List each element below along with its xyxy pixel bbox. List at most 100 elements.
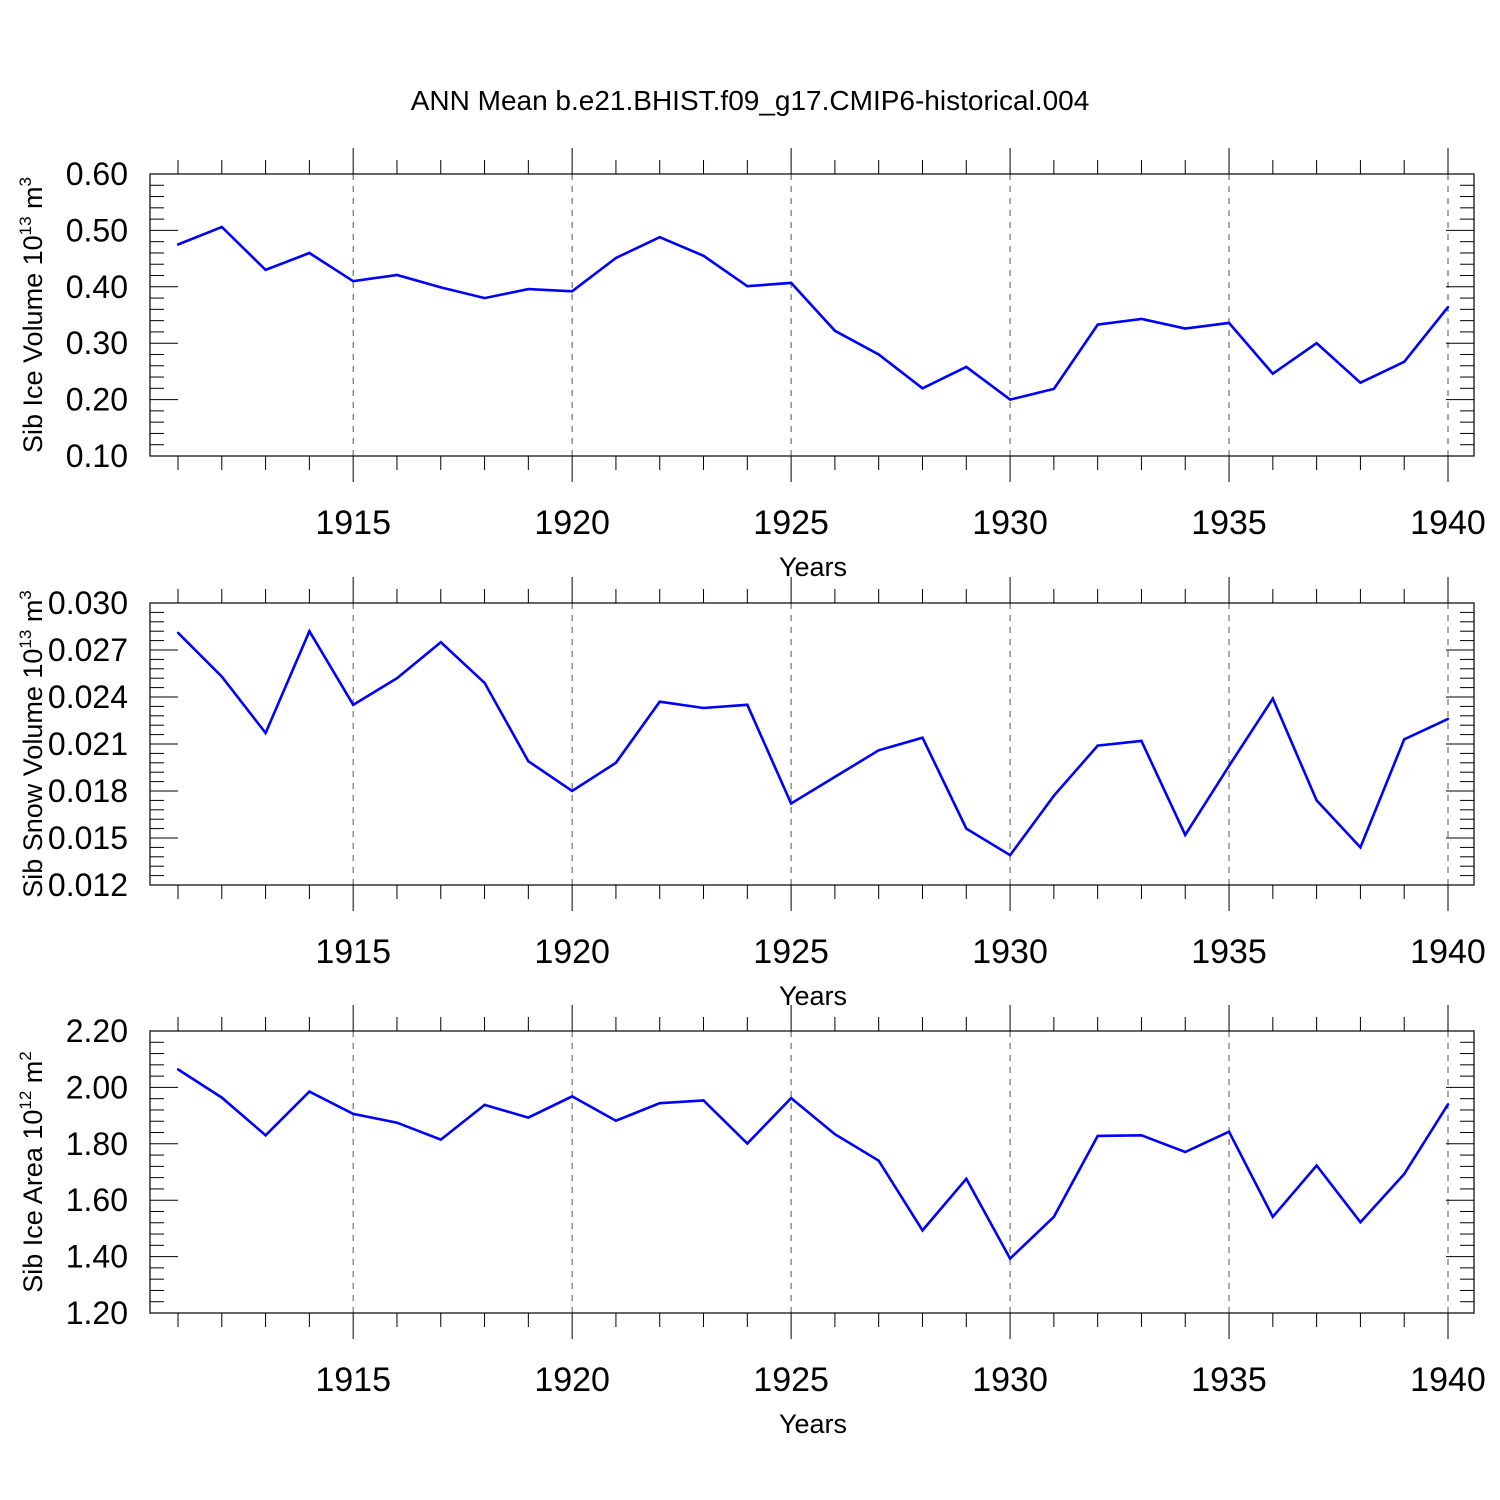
y-label-superscript: 13 [16, 216, 35, 235]
y-label-text: m [18, 600, 48, 630]
data-point-1919 [527, 1116, 530, 1119]
series-line [177, 1068, 1450, 1261]
data-point-1914 [308, 1090, 311, 1093]
panel-2: 1915 1920 1925 1930 1935 1940 0.012 0.015 0.018 0… [16, 577, 1486, 1011]
data-point-1924 [746, 1142, 749, 1145]
x-axis-label: Years [779, 981, 847, 1011]
data-point-1938 [1359, 846, 1362, 849]
data-point-1935 [1227, 1130, 1231, 1133]
y-axis-label: Sib Ice Volume 1013 m3 [16, 177, 48, 453]
y-tick-label: 0.30 [66, 325, 128, 361]
x-axis-label: Years [779, 552, 847, 582]
y-tick-label: 1.60 [66, 1182, 128, 1218]
data-point-1936 [1271, 697, 1275, 700]
data-point-1914 [308, 251, 311, 255]
data-point-1937 [1315, 342, 1318, 345]
data-point-1931 [1052, 387, 1056, 391]
x-tick-label: 1940 [1410, 504, 1486, 542]
x-axis-label: Years [779, 1409, 847, 1439]
y-tick-label: 0.012 [48, 867, 128, 903]
y-tick-label: 0.20 [66, 382, 128, 418]
y-axis-label: Sib Snow Volume 1013 m3 [16, 590, 48, 898]
data-point-1930 [1008, 398, 1012, 401]
x-tick-label: 1930 [972, 504, 1048, 542]
data-point-1921 [614, 761, 618, 764]
data-point-1913 [264, 268, 267, 272]
y-tick-label: 1.80 [66, 1126, 128, 1162]
x-tick-label: 1930 [972, 1361, 1048, 1399]
y-tick-label: 0.015 [48, 820, 128, 856]
data-point-1933 [1140, 317, 1143, 321]
data-point-1927 [877, 1159, 880, 1162]
data-point-1923 [702, 1099, 705, 1102]
data-point-1912 [220, 1096, 223, 1099]
data-point-1933 [1140, 739, 1143, 743]
data-point-1922 [658, 700, 661, 703]
y-label-text: m [18, 186, 48, 216]
x-tick-label: 1935 [1191, 933, 1267, 971]
data-point-1920 [570, 290, 574, 293]
data-point-1931 [1052, 794, 1056, 797]
x-tick-label: 1935 [1191, 1361, 1267, 1399]
data-point-1916 [395, 273, 399, 277]
data-point-1912 [220, 225, 223, 229]
x-tick-label: 1940 [1410, 933, 1486, 971]
data-point-1940 [1446, 305, 1450, 309]
data-point-1939 [1403, 360, 1406, 364]
data-point-1921 [614, 1119, 618, 1122]
data-point-1929 [965, 1177, 968, 1180]
data-point-1926 [833, 775, 837, 779]
data-point-1937 [1315, 1164, 1318, 1167]
data-point-1915 [351, 279, 355, 283]
data-point-1928 [921, 387, 924, 390]
data-point-1914 [308, 630, 311, 633]
y-tick-label: 0.021 [48, 726, 128, 762]
y-label-superscript: 3 [16, 177, 35, 186]
y-axis-label: Sib Ice Area 1012 m2 [16, 1051, 48, 1293]
x-tick-label: 1920 [534, 1361, 610, 1399]
data-point-1915 [351, 1112, 355, 1116]
data-point-1917 [439, 1138, 442, 1141]
data-point-1916 [395, 1121, 399, 1124]
plot-frame [149, 602, 1475, 886]
data-point-1925 [789, 802, 793, 805]
y-tick-label: 1.20 [66, 1295, 128, 1331]
data-point-1930 [1008, 1257, 1012, 1260]
data-point-1924 [746, 285, 749, 288]
y-tick-label: 0.50 [66, 212, 128, 248]
x-tick-label: 1920 [534, 504, 610, 542]
y-tick-label: 0.030 [48, 585, 128, 621]
data-point-1939 [1403, 1172, 1406, 1176]
data-point-1923 [702, 254, 705, 257]
data-point-1919 [527, 760, 530, 763]
plot-frame [149, 173, 1475, 457]
data-point-1934 [1184, 327, 1187, 330]
data-point-1931 [1052, 1215, 1056, 1219]
data-point-1923 [702, 706, 705, 710]
data-point-1936 [1271, 372, 1275, 375]
data-point-1939 [1403, 738, 1406, 741]
data-point-1918 [483, 1103, 486, 1107]
y-tick-label: 2.20 [66, 1013, 128, 1049]
data-point-1925 [789, 281, 793, 285]
data-point-1934 [1184, 833, 1187, 837]
data-point-1935 [1227, 321, 1231, 325]
y-tick-label: 0.10 [66, 438, 128, 474]
y-label-text: m [18, 1061, 48, 1091]
data-point-1927 [877, 353, 880, 356]
data-point-1911 [176, 243, 180, 246]
y-tick-label: 2.00 [66, 1069, 128, 1105]
data-point-1922 [658, 235, 661, 239]
data-point-1932 [1096, 323, 1099, 326]
x-tick-label: 1925 [753, 504, 829, 542]
y-tick-label: 0.018 [48, 773, 128, 809]
y-label-superscript: 3 [16, 590, 35, 599]
data-point-1932 [1096, 1134, 1099, 1138]
x-tick-label: 1935 [1191, 504, 1267, 542]
data-point-1935 [1227, 764, 1231, 768]
x-tick-label: 1925 [753, 933, 829, 971]
x-tick-label: 1940 [1410, 1361, 1486, 1399]
x-tick-label: 1915 [315, 933, 391, 971]
data-point-1920 [570, 789, 574, 793]
data-point-1911 [176, 631, 180, 634]
